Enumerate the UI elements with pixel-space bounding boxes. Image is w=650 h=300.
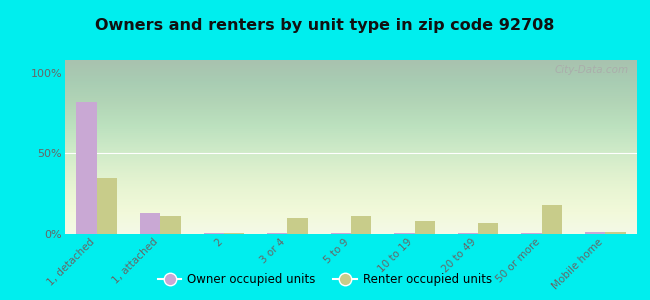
Bar: [458, 233, 478, 234]
Bar: [203, 233, 224, 234]
Bar: [585, 232, 605, 234]
Bar: [605, 232, 625, 234]
Text: City-Data.com: City-Data.com: [554, 65, 629, 75]
Bar: [77, 102, 97, 234]
Bar: [521, 233, 541, 234]
Bar: [331, 233, 351, 234]
Bar: [478, 223, 499, 234]
Bar: [97, 178, 117, 234]
Bar: [267, 233, 287, 234]
Bar: [541, 205, 562, 234]
Bar: [351, 216, 371, 234]
Text: Owners and renters by unit type in zip code 92708: Owners and renters by unit type in zip c…: [96, 18, 554, 33]
Bar: [394, 233, 415, 234]
Bar: [287, 218, 308, 234]
Legend: Owner occupied units, Renter occupied units: Owner occupied units, Renter occupied un…: [153, 269, 497, 291]
Bar: [224, 233, 244, 234]
Bar: [140, 213, 161, 234]
Bar: [415, 221, 435, 234]
Bar: [161, 216, 181, 234]
